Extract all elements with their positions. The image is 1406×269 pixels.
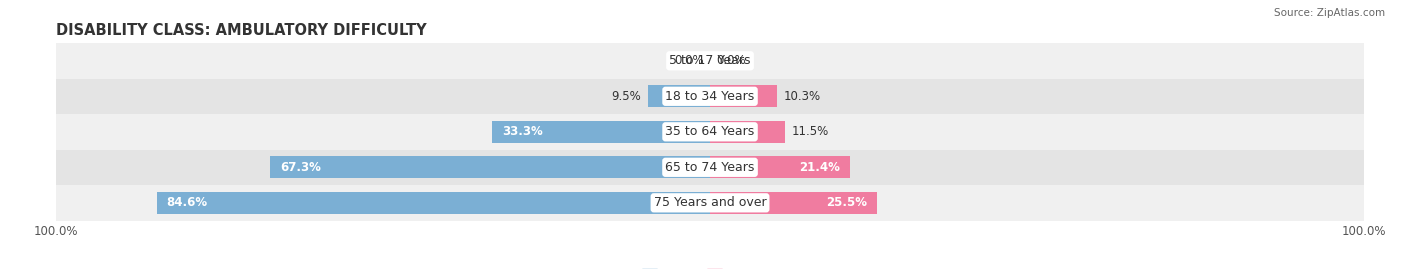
Bar: [56, 150, 1364, 185]
Bar: [492, 121, 710, 143]
Bar: [710, 121, 785, 143]
Text: DISABILITY CLASS: AMBULATORY DIFFICULTY: DISABILITY CLASS: AMBULATORY DIFFICULTY: [56, 23, 427, 38]
Text: 5 to 17 Years: 5 to 17 Years: [669, 54, 751, 67]
Text: 75 Years and over: 75 Years and over: [654, 196, 766, 209]
Text: 84.6%: 84.6%: [167, 196, 208, 209]
Text: Source: ZipAtlas.com: Source: ZipAtlas.com: [1274, 8, 1385, 18]
Text: 67.3%: 67.3%: [280, 161, 321, 174]
Text: 10.3%: 10.3%: [785, 90, 821, 103]
Bar: [56, 79, 1364, 114]
Bar: [56, 185, 1364, 221]
Text: 33.3%: 33.3%: [502, 125, 543, 138]
Text: 25.5%: 25.5%: [825, 196, 868, 209]
Text: 21.4%: 21.4%: [799, 161, 841, 174]
Text: 65 to 74 Years: 65 to 74 Years: [665, 161, 755, 174]
Text: 11.5%: 11.5%: [792, 125, 830, 138]
Bar: [157, 192, 710, 214]
Bar: [648, 85, 710, 107]
Text: 35 to 64 Years: 35 to 64 Years: [665, 125, 755, 138]
Bar: [710, 192, 877, 214]
Bar: [56, 43, 1364, 79]
Bar: [710, 156, 851, 178]
Bar: [710, 85, 778, 107]
Text: 0.0%: 0.0%: [717, 54, 747, 67]
Bar: [270, 156, 710, 178]
Text: 18 to 34 Years: 18 to 34 Years: [665, 90, 755, 103]
Text: 0.0%: 0.0%: [673, 54, 703, 67]
Text: 9.5%: 9.5%: [612, 90, 641, 103]
Bar: [56, 114, 1364, 150]
